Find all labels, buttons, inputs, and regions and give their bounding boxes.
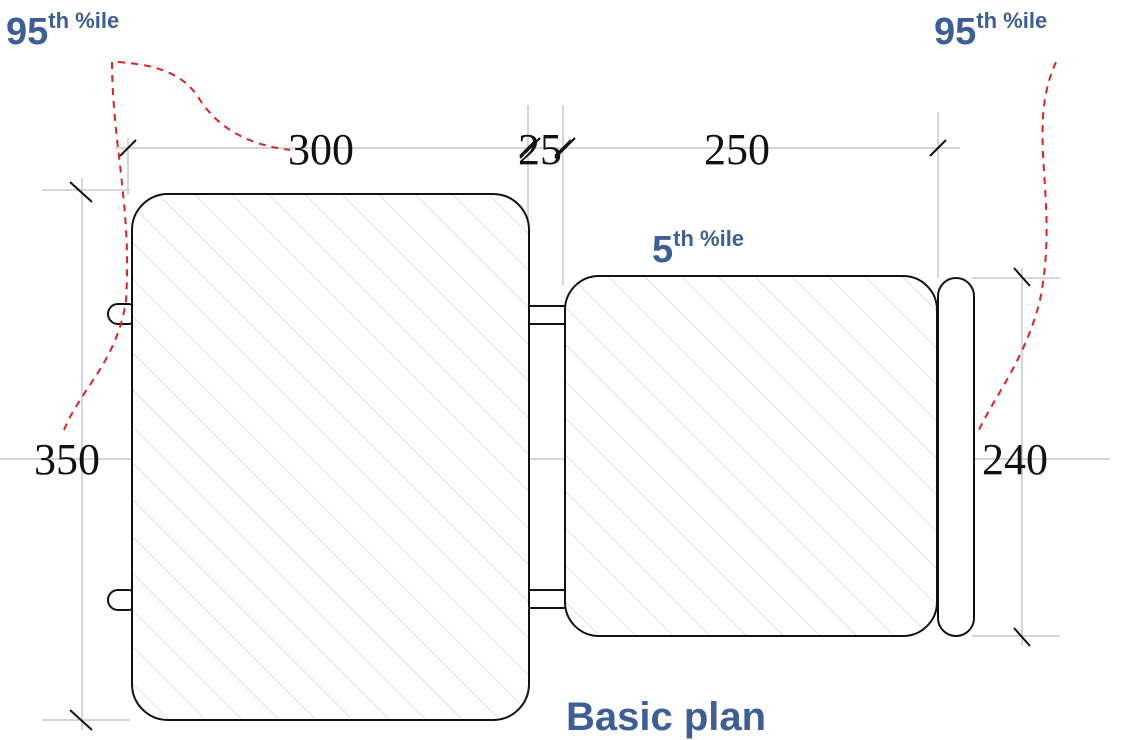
dim-300: 300 (288, 125, 354, 174)
dim-240: 240 (982, 435, 1048, 484)
tick-mark (554, 139, 572, 157)
right-percentile-label: 95th %ile (934, 8, 1047, 53)
leader-right-to-240 (977, 61, 1057, 433)
tick-mark (929, 139, 947, 157)
dim-350: 350 (34, 435, 100, 484)
left-percentile-label: 95th %ile (6, 8, 119, 53)
dim-250: 250 (704, 125, 770, 174)
tick-mark (119, 139, 137, 157)
caption-basic-plan: Basic plan (566, 695, 766, 739)
leader-left-to-350 (63, 61, 129, 431)
dim-25: 25 (518, 125, 562, 174)
left-percentile-suffix: th %ile (48, 8, 119, 33)
tick-mark (1013, 267, 1031, 287)
leader-lines (63, 61, 1057, 433)
tick-mark (69, 181, 93, 203)
right-percentile-value: 95 (934, 11, 976, 53)
middle-percentile-suffix: th %ile (673, 226, 744, 251)
tick-mark (69, 709, 93, 731)
tick-marks (69, 139, 1031, 731)
middle-percentile-value: 5 (652, 229, 673, 271)
end-cushion (937, 277, 975, 637)
left-percentile-value: 95 (6, 11, 48, 53)
tick-mark (1013, 627, 1031, 647)
leader-left-to-300 (117, 61, 291, 151)
tick-mark (519, 139, 537, 157)
main-seat (131, 193, 530, 721)
middle-percentile-label: 5th %ile (652, 226, 744, 271)
right-percentile-suffix: th %ile (976, 8, 1047, 33)
tick-mark-over-25 (519, 137, 541, 159)
tick-mark-over-25 (554, 137, 576, 159)
footrest (564, 275, 938, 637)
